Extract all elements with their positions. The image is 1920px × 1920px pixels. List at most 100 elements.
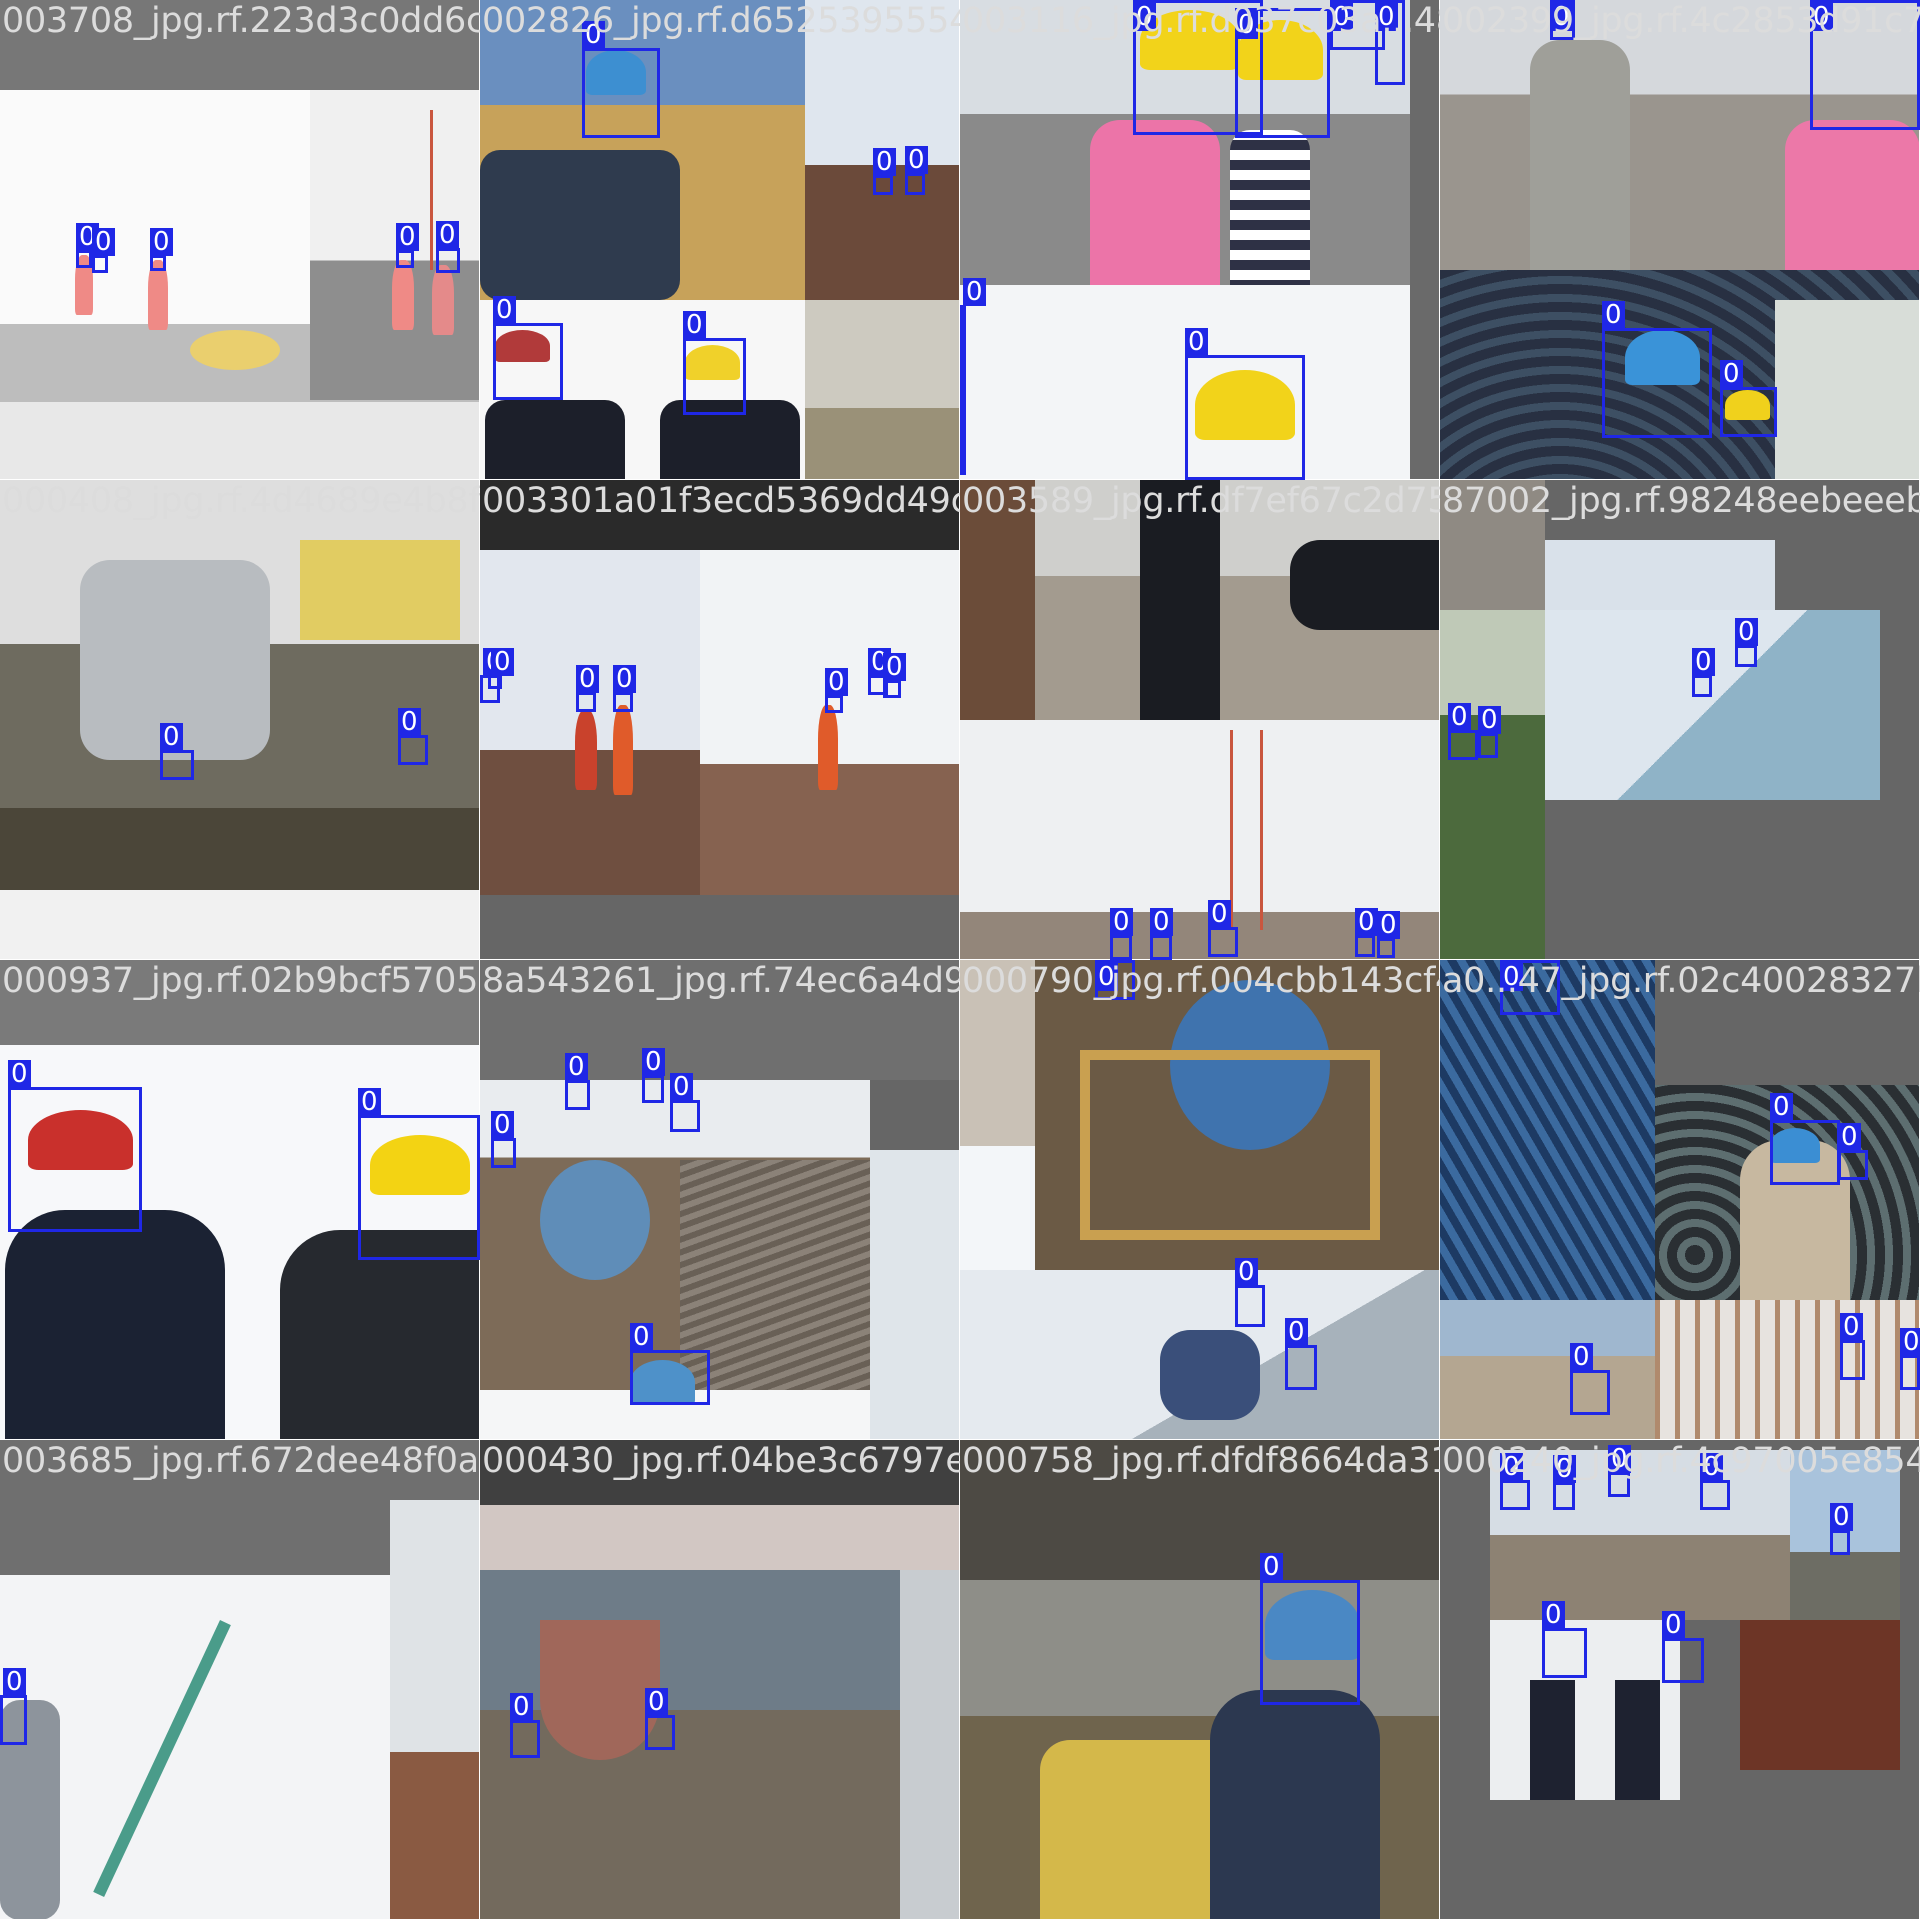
detection-box: 0 [396,223,419,268]
class-label: 0 [491,648,514,676]
class-label: 0 [510,1693,533,1721]
mosaic-tile: 87002_jpg.rf.98248eebeeeb9 0 0 0 0 [1440,480,1920,960]
detection-box: 0 [883,653,906,698]
detection-box: 0 [1500,1453,1530,1510]
detection-box: 0 [1838,1123,1868,1180]
mosaic-tile: 003301a01f3ecd5369dd49cfb9 0 0 0 0 0 0 0 [480,480,960,960]
detection-box: 0 [642,1048,665,1103]
class-label: 0 [613,665,636,693]
mosaic-tile: 000790_jpg.rf.004cbb143cf4 0 0 0 0 [960,960,1440,1440]
photo-region [1775,300,1920,480]
detection-box: 0 [8,1060,142,1232]
detection-box: 0 [1133,0,1263,135]
class-label: 0 [491,1111,514,1139]
photo-region [1790,1450,1900,1620]
detection-box: 0 [1500,960,1560,1015]
detection-box: 0 [1377,911,1400,958]
helmet-shape [685,345,740,380]
detection-box: 0 [613,665,636,712]
photo-region [1170,980,1330,1150]
class-label: 0 [1377,911,1400,939]
helmet-shape [1265,1590,1360,1660]
detection-box: 0 [1735,618,1758,667]
crane-shape [1260,730,1263,930]
photo-region [1530,40,1630,270]
photo-region [1090,120,1220,285]
mosaic-tile: 002826_jpg.rf.d65253955543f03... 0 0 0 0… [480,0,960,480]
detection-box: 0 [1260,1553,1360,1705]
class-label: 0 [1553,1455,1576,1483]
detection-box: 0 [1810,0,1920,130]
class-label: 0 [630,1323,653,1351]
crane-shape [430,110,433,270]
helmet-shape [1725,390,1770,420]
class-label: 0 [1570,1343,1593,1371]
class-label: 0 [576,665,599,693]
helmet-shape [370,1135,470,1195]
detection-box: 0 [76,223,99,268]
detection-box: 0 [1840,1313,1865,1380]
photo-region [485,400,625,480]
detection-box: 0 [1285,1318,1317,1390]
photo-region [1740,1620,1900,1770]
detection-box: 0 [1550,0,1575,40]
detection-box: 0 [1375,0,1405,85]
detection-box: 0 [1095,960,1135,1000]
detection-box: 0 [1662,1611,1704,1683]
helmet-shape [1770,1128,1820,1163]
detection-box: 0 [510,1693,540,1758]
detection-box: 0 [1235,1258,1265,1327]
tile-filename: 000240_jpg.rf.4c97005e854 [1442,1441,1920,1481]
detection-box: 0 [576,665,599,712]
mosaic-tile: 000408_jpg.rf.4d4689e4b8f5 0 0 [0,480,480,960]
class-label: 0 [1830,1503,1853,1531]
class-label: 0 [1235,11,1258,39]
photo-region [1545,800,1920,960]
helmet-shape [495,330,550,362]
photo-region [1160,1330,1260,1420]
mosaic-tile: 003116_jpg.rf.d037c03a...481e5f0 0 0 0 0… [960,0,1440,480]
tile-filename: 87002_jpg.rf.98248eebeeeb9 [1442,481,1920,521]
helmet-shape [1195,370,1295,440]
detection-box: 0 [1553,1455,1576,1510]
photo-region [480,480,960,550]
class-label: 0 [160,723,183,751]
detection-box: 0 [1692,648,1715,697]
photo-region [1440,480,1545,610]
detection-box: 0 [436,221,460,273]
class-label: 0 [1550,3,1573,31]
class-label: 0 [825,668,848,696]
helmet-shape [586,50,646,95]
photo-region [1140,480,1220,720]
class-label: 0 [1692,648,1715,676]
class-label: 0 [642,1048,665,1076]
photo-region [1080,1050,1380,1240]
class-label: 0 [645,1688,668,1716]
class-label: 0 [1110,908,1133,936]
detection-box: 0 [1608,1445,1631,1497]
detection-box: 0 [1478,706,1501,758]
photo-region [960,1440,1440,1580]
mosaic-tile: 000937_jpg.rf.02b9bcf5705 0 0 [0,960,480,1440]
class-label: 0 [1095,963,1118,991]
class-label: 0 [1810,3,1833,31]
worker-figure [575,710,597,790]
photo-region [0,960,480,1045]
photo-region [390,1500,480,1920]
tile-filename: 003685_jpg.rf.672dee48f0a7 [2,1441,480,1481]
class-label: 0 [873,148,896,176]
photo-region [1740,1140,1850,1300]
class-label: 0 [1185,328,1208,356]
photo-region [480,150,680,300]
class-label: 0 [582,21,605,49]
photo-region [1230,130,1310,285]
photo-region [805,300,960,480]
tile-filename: 000937_jpg.rf.02b9bcf5705 [2,961,479,1001]
helmet-shape [1625,330,1700,385]
class-label: 0 [1720,360,1743,388]
detection-box: 0 [1542,1601,1587,1678]
mosaic-tile: 002399_jpg.rf.4c2853d91c780c0 0 0 0 0 [1440,0,1920,480]
detection-box: 0 [1602,301,1712,438]
worker-figure [75,255,93,315]
